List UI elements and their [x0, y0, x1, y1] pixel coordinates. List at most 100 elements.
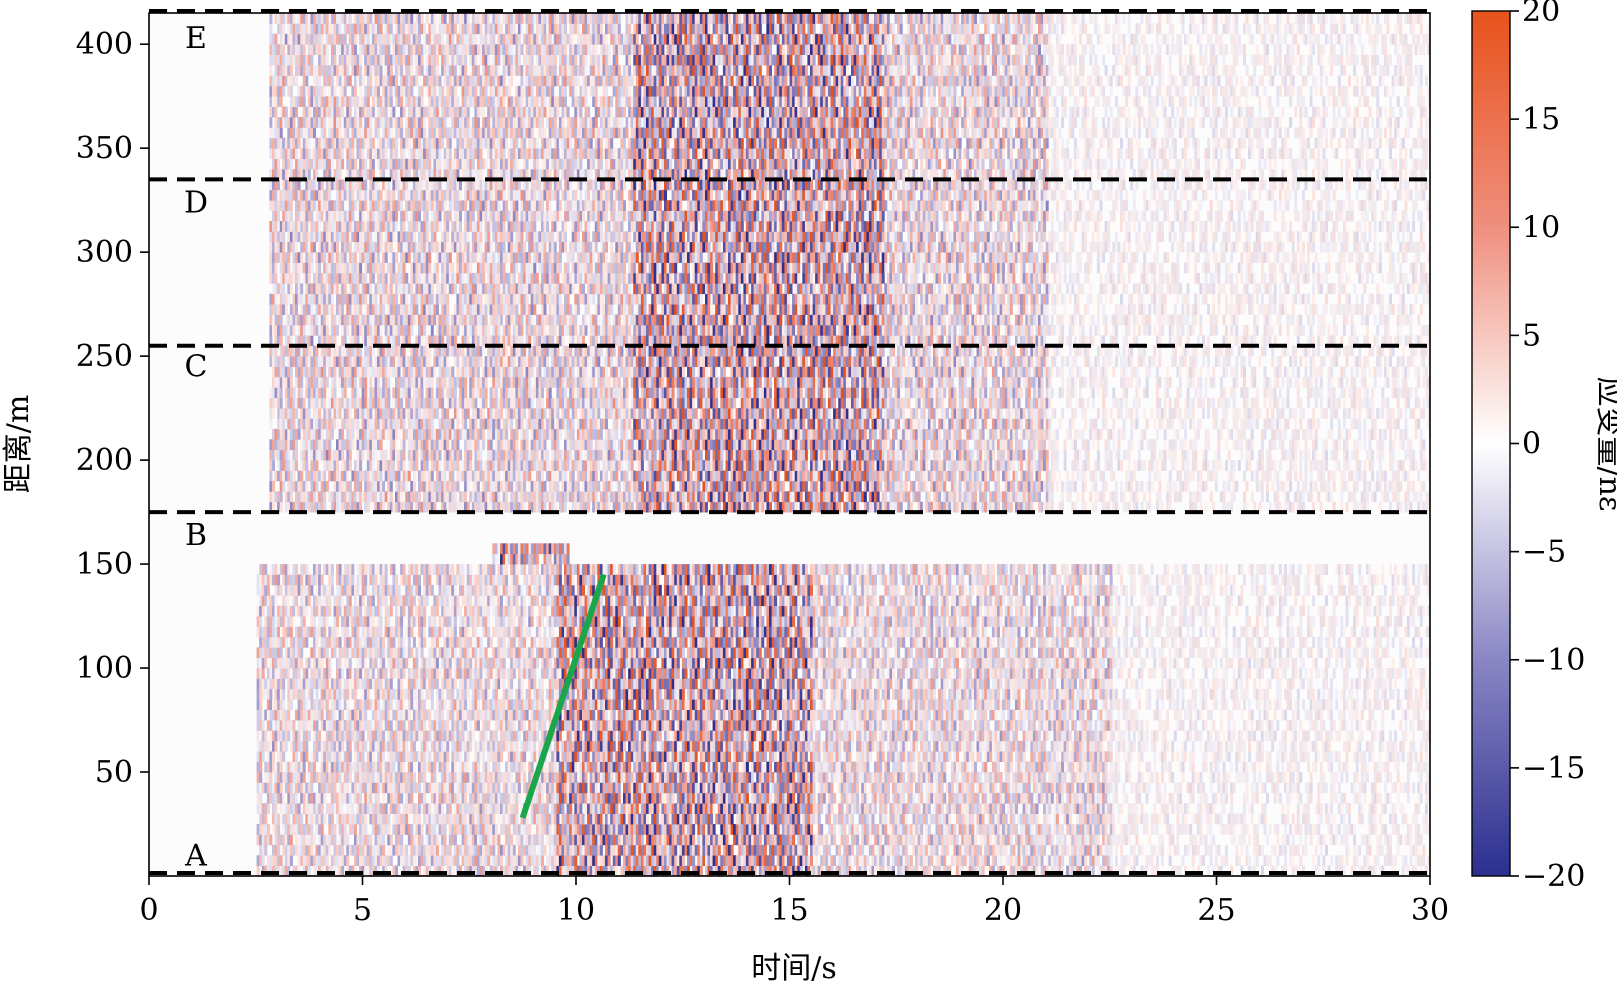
strain-cell	[818, 845, 821, 856]
strain-cell	[1097, 782, 1100, 793]
strain-cell	[969, 751, 972, 762]
strain-cell	[426, 782, 429, 793]
strain-cell	[608, 814, 611, 825]
strain-cell	[423, 730, 426, 741]
strain-cell	[287, 772, 290, 783]
strain-cell	[362, 834, 365, 845]
strain-cell	[989, 741, 992, 752]
strain-cell	[592, 762, 595, 773]
strain-cell	[667, 814, 670, 825]
strain-cell	[672, 782, 675, 793]
strain-cell	[971, 730, 974, 741]
strain-cell	[413, 741, 416, 752]
strain-cell	[818, 814, 821, 825]
strain-cell	[505, 824, 508, 835]
strain-cell	[659, 762, 662, 773]
strain-cell	[713, 751, 716, 762]
strain-cell	[702, 730, 705, 741]
strain-cell	[613, 741, 616, 752]
strain-cell	[882, 741, 885, 752]
strain-cell	[1333, 814, 1336, 825]
strain-cell	[1340, 855, 1343, 866]
strain-cell	[446, 772, 449, 783]
strain-cell	[449, 803, 452, 814]
strain-cell	[672, 762, 675, 773]
strain-cell	[1199, 782, 1202, 793]
strain-cell	[1220, 855, 1223, 866]
strain-cell	[1205, 814, 1208, 825]
strain-cell	[1112, 772, 1115, 783]
strain-cell	[851, 803, 854, 814]
strain-cell	[336, 793, 339, 804]
strain-cell	[1264, 782, 1267, 793]
strain-cell	[321, 803, 324, 814]
strain-cell	[661, 814, 664, 825]
strain-cell	[1417, 845, 1420, 856]
strain-cell	[513, 814, 516, 825]
strain-cell	[956, 866, 959, 877]
strain-cell	[477, 741, 480, 752]
strain-cell	[964, 793, 967, 804]
strain-cell	[682, 834, 685, 845]
strain-cell	[1043, 741, 1046, 752]
strain-cell	[971, 782, 974, 793]
strain-cell	[451, 782, 454, 793]
strain-cell	[290, 834, 293, 845]
strain-cell	[1097, 814, 1100, 825]
strain-cell	[403, 824, 406, 835]
strain-cell	[1279, 751, 1282, 762]
strain-cell	[1005, 730, 1008, 741]
strain-cell	[546, 762, 549, 773]
strain-cell	[451, 793, 454, 804]
strain-cell	[815, 730, 818, 741]
strain-cell	[1066, 824, 1069, 835]
strain-cell	[541, 793, 544, 804]
strain-cell	[802, 772, 805, 783]
strain-cell	[1153, 845, 1156, 856]
strain-cell	[736, 834, 739, 845]
strain-cell	[451, 730, 454, 741]
strain-cell	[948, 803, 951, 814]
strain-cell	[1018, 834, 1021, 845]
strain-cell	[405, 782, 408, 793]
strain-cell	[1105, 772, 1108, 783]
strain-cell	[497, 845, 500, 856]
strain-cell	[592, 782, 595, 793]
strain-cell	[1046, 793, 1049, 804]
strain-cell	[1071, 751, 1074, 762]
strain-cell	[1023, 814, 1026, 825]
strain-cell	[787, 730, 790, 741]
strain-cell	[1084, 845, 1087, 856]
strain-cell	[856, 824, 859, 835]
strain-cell	[667, 730, 670, 741]
strain-cell	[331, 793, 334, 804]
strain-cell	[1284, 855, 1287, 866]
strain-cell	[546, 855, 549, 866]
strain-cell	[1407, 824, 1410, 835]
strain-cell	[777, 855, 780, 866]
strain-cell	[1353, 824, 1356, 835]
strain-cell	[554, 793, 557, 804]
strain-cell	[1294, 845, 1297, 856]
strain-cell	[423, 741, 426, 752]
strain-cell	[1243, 834, 1246, 845]
strain-cell	[436, 793, 439, 804]
strain-cell	[259, 762, 262, 773]
strain-cell	[257, 730, 260, 741]
strain-cell	[257, 834, 260, 845]
strain-cell	[1079, 782, 1082, 793]
strain-cell	[749, 741, 752, 752]
strain-cell	[1059, 730, 1062, 741]
strain-cell	[544, 782, 547, 793]
strain-cell	[692, 772, 695, 783]
strain-cell	[815, 772, 818, 783]
strain-cell	[1043, 782, 1046, 793]
strain-cell	[310, 751, 313, 762]
strain-cell	[572, 793, 575, 804]
strain-cell	[959, 845, 962, 856]
strain-cell	[446, 793, 449, 804]
strain-cell	[526, 845, 529, 856]
strain-cell	[308, 803, 311, 814]
strain-cell	[1184, 803, 1187, 814]
strain-cell	[905, 741, 908, 752]
